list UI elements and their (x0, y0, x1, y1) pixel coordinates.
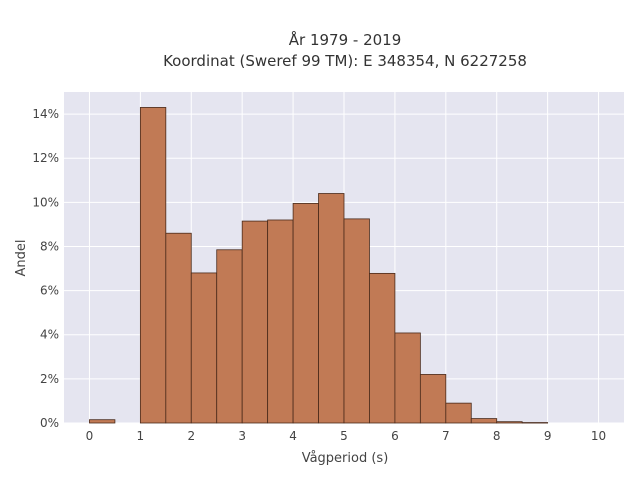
x-tick-label: 5 (340, 429, 348, 443)
y-tick-label: 6% (40, 284, 59, 298)
histogram-bar (496, 421, 523, 424)
y-tick-label: 8% (40, 239, 59, 253)
histogram-bar (139, 107, 167, 424)
chart-title: År 1979 - 2019 (289, 30, 402, 49)
histogram-bar (470, 418, 498, 424)
y-tick-label: 10% (32, 195, 59, 209)
histogram-bar (267, 219, 294, 424)
x-tick-label: 8 (493, 429, 501, 443)
x-axis-label: Vågperiod (s) (302, 451, 389, 466)
histogram-bar (521, 422, 549, 424)
histogram-bar (419, 374, 447, 424)
y-tick-label: 0% (40, 416, 59, 430)
x-tick-label: 7 (442, 429, 450, 443)
y-tick-label: 14% (32, 107, 59, 121)
histogram-bar (241, 220, 269, 424)
tick-labels: 0 1 2 3 4 5 6 7 8 9 10 0% 2% 4% 6% 8% 10% 12% 14% (32, 107, 606, 443)
x-tick-label: 4 (289, 429, 297, 443)
histogram-bar (343, 218, 370, 424)
bars (89, 107, 549, 424)
x-tick-label: 6 (391, 429, 399, 443)
histogram-bar (318, 193, 345, 424)
histogram-bar (190, 272, 218, 424)
y-tick-label: 2% (40, 372, 59, 386)
x-tick-label: 9 (544, 429, 552, 443)
histogram-bar (292, 203, 319, 424)
histogram-bar (394, 332, 421, 424)
chart-subtitle: Koordinat (Sweref 99 TM): E 348354, N 62… (163, 52, 527, 70)
y-axis-label: Andel (14, 240, 29, 277)
histogram-bar (216, 249, 243, 424)
x-tick-label: 0 (86, 429, 94, 443)
y-tick-label: 12% (32, 151, 59, 165)
histogram-bar (89, 419, 116, 424)
x-tick-label: 3 (238, 429, 246, 443)
x-tick-label: 10 (591, 429, 606, 443)
x-tick-label: 2 (187, 429, 195, 443)
histogram-bar (369, 272, 396, 424)
y-tick-label: 4% (40, 328, 59, 342)
histogram-bar (165, 232, 192, 424)
x-tick-label: 1 (137, 429, 145, 443)
histogram-bar (445, 402, 472, 424)
